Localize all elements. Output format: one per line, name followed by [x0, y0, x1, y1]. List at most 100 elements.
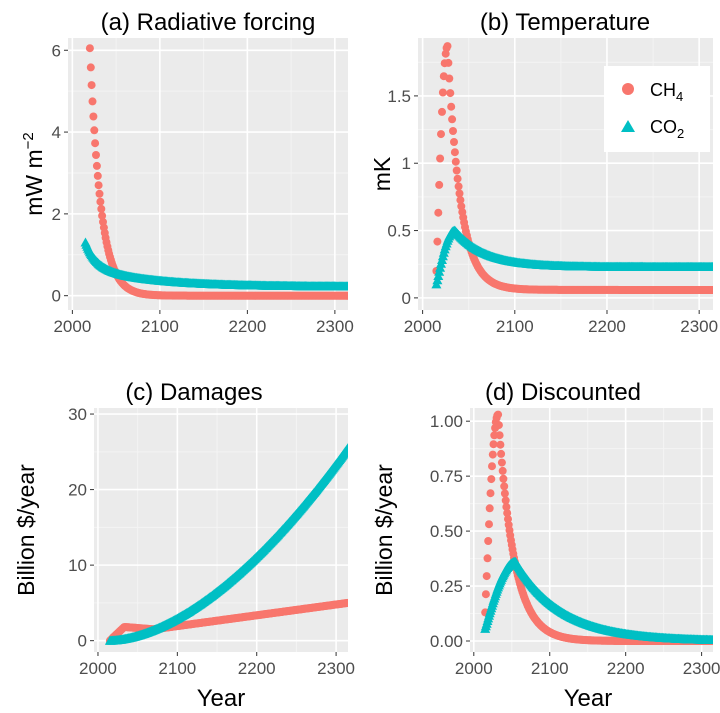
ch4-point — [435, 180, 444, 189]
x-tick-label: 2300 — [316, 317, 354, 336]
y-tick-label: 0 — [52, 287, 61, 306]
x-tick-label: 2300 — [317, 659, 355, 678]
panel-c: (c) Damages 2000 2100 2200 2300 0 10 20 30 Bill… — [13, 379, 355, 712]
legend-ch4-marker — [622, 83, 634, 95]
ch4-point — [93, 171, 102, 180]
ch4-point — [496, 440, 505, 449]
ch4-point — [446, 89, 455, 98]
panel-c-title: (c) Damages — [125, 379, 262, 406]
ch4-point — [488, 450, 497, 459]
x-tick-label: 2000 — [53, 317, 91, 336]
ch4-point — [452, 166, 461, 175]
x-tick-label: 2300 — [683, 659, 720, 678]
ch4-point — [484, 537, 493, 545]
ch4-point — [95, 189, 104, 198]
ch4-point — [450, 148, 459, 157]
x-tick-label: 2100 — [531, 659, 569, 678]
ch4-point — [86, 63, 95, 72]
x-tick-label: 2200 — [238, 659, 276, 678]
ch4-point — [91, 139, 100, 148]
panel-d-x-axis-label: Year — [564, 685, 613, 712]
y-tick-label: 6 — [52, 41, 61, 60]
ch4-point — [501, 496, 510, 505]
ch4-point — [494, 410, 503, 419]
panel-a-title: (a) Radiative forcing — [101, 9, 316, 36]
ch4-point — [433, 237, 442, 246]
panel-c-x-axis-label: Year — [197, 685, 246, 712]
x-tick-label: 2000 — [79, 659, 117, 678]
panel-d-title: (d) Discounted — [485, 379, 641, 406]
ch4-point — [97, 204, 106, 213]
x-tick-label: 2200 — [228, 317, 266, 336]
ch4-point — [87, 81, 96, 90]
ch4-point — [481, 590, 490, 599]
legend-ch4-label: CH4 — [650, 80, 683, 104]
panel-a-ticks: 2000 2100 2200 2300 0 2 4 6 — [52, 41, 354, 336]
y-tick-label: 2 — [52, 205, 61, 224]
ch4-point — [344, 598, 348, 607]
ch4-point — [485, 520, 493, 529]
ch4-point — [92, 151, 100, 159]
panel-c-y-axis-label: Billion $/year — [13, 464, 39, 596]
co2-point — [708, 635, 713, 644]
panel-a: (a) Radiative forcing 2000 2100 2200 230002… — [20, 9, 354, 336]
ch4-point — [503, 509, 512, 518]
ch4-point — [94, 181, 103, 190]
legend-box — [604, 66, 710, 152]
panel-b: (b) Temperature 2000 2100 2200 2300 0 0.5 1 1.5… — [369, 9, 718, 336]
ch4-point — [485, 504, 494, 513]
co2-point — [343, 443, 348, 452]
x-tick-label: 2100 — [496, 317, 534, 336]
ch4-point — [92, 161, 101, 170]
ch4-point — [502, 502, 511, 511]
x-tick-label: 2300 — [680, 317, 718, 336]
panel-c-background — [94, 408, 348, 652]
panel-a-y-axis-label: mW m−2 — [20, 132, 47, 216]
ch4-point — [500, 489, 509, 498]
panel-a-series — [80, 44, 348, 300]
legend-co2-marker — [621, 120, 635, 132]
ch4-point — [494, 421, 503, 430]
legend: CH4 CO2 — [604, 66, 710, 152]
ch4-point — [456, 196, 465, 205]
ch4-point — [438, 107, 446, 116]
y-tick-label: 0.75 — [430, 467, 463, 486]
ch4-point — [448, 115, 457, 124]
y-tick-label: 4 — [52, 123, 61, 142]
ch4-point — [96, 197, 105, 206]
panel-d-ticks: 2000 2100 2200 2300 0.00 0.25 0.50 0.75 1.00 — [430, 412, 720, 678]
ch4-point — [495, 431, 504, 440]
y-tick-label: 0.5 — [387, 222, 411, 241]
x-tick-label: 2000 — [404, 317, 442, 336]
ch4-point — [449, 127, 457, 135]
legend-co2-label: CO2 — [650, 117, 684, 141]
ch4-point — [88, 97, 97, 106]
ch4-point — [436, 154, 445, 163]
ch4-point — [500, 482, 509, 491]
ch4-point — [444, 58, 453, 67]
panel-b-ticks: 2000 2100 2200 2300 0 0.5 1 1.5 — [387, 87, 718, 336]
panel-d-series — [480, 410, 713, 645]
ch4-point — [483, 554, 492, 563]
panel-d-y-axis-label: Billion $/year — [371, 464, 397, 596]
ch4-point — [487, 475, 496, 484]
ch4-point — [89, 112, 98, 121]
ch4-point — [98, 211, 107, 220]
ch4-point — [486, 489, 495, 498]
x-tick-label: 2100 — [141, 317, 179, 336]
y-tick-label: 0 — [402, 289, 411, 308]
ch4-point — [709, 286, 713, 294]
ch4-point — [488, 462, 496, 471]
panel-c-series — [104, 443, 348, 645]
y-tick-label: 1 — [402, 154, 411, 173]
y-tick-label: 30 — [68, 405, 87, 424]
ch4-point — [437, 130, 445, 139]
ch4-point — [450, 138, 458, 146]
x-tick-label: 2100 — [158, 659, 196, 678]
ch4-point — [482, 572, 491, 581]
ch4-point — [85, 44, 94, 53]
y-tick-label: 0 — [78, 632, 87, 651]
panel-b-y-axis-label: mK — [369, 156, 395, 191]
co2-point — [343, 281, 348, 291]
